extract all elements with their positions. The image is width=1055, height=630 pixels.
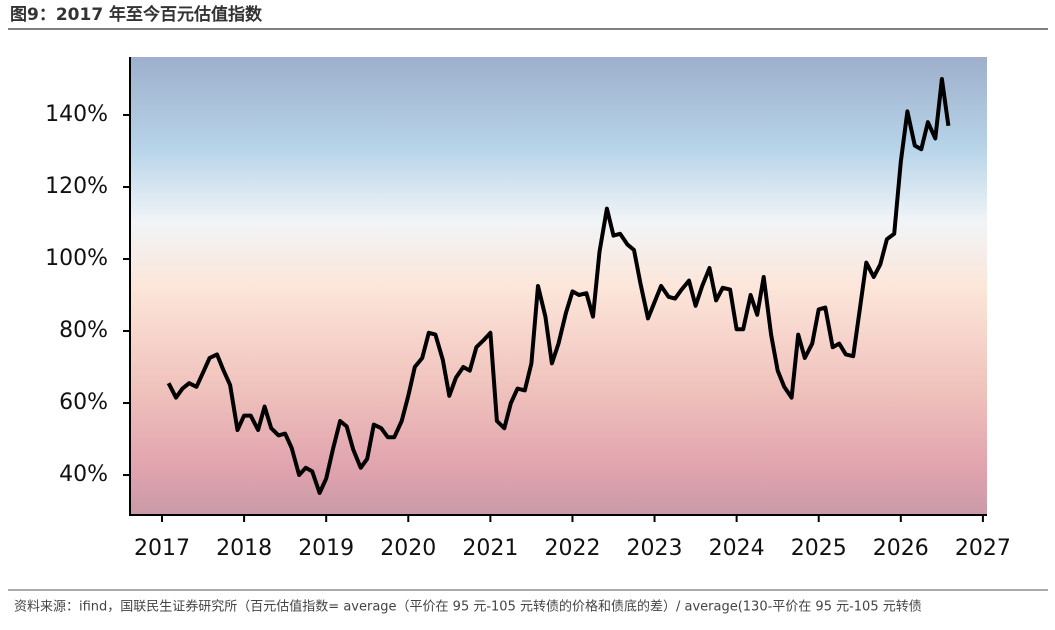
x-tick-label: 2018 xyxy=(216,536,272,561)
plot-background xyxy=(130,57,987,515)
x-tick-label: 2021 xyxy=(462,536,518,561)
y-tick-label: 60% xyxy=(59,390,108,415)
x-tick-label: 2020 xyxy=(380,536,436,561)
y-tick-label: 80% xyxy=(59,318,108,343)
source-note: 资料来源：ifind，国联民生证券研究所（百元估值指数= average（平价在… xyxy=(14,599,922,615)
x-tick-label: 2023 xyxy=(627,536,683,561)
y-tick-label: 40% xyxy=(59,462,108,487)
x-tick-label: 2026 xyxy=(873,536,929,561)
x-tick-label: 2025 xyxy=(791,536,847,561)
x-tick-label: 2022 xyxy=(544,536,600,561)
y-tick-label: 120% xyxy=(45,174,108,199)
x-tick-label: 2027 xyxy=(955,536,1011,561)
x-tick-label: 2019 xyxy=(298,536,354,561)
x-tick-label: 2017 xyxy=(134,536,190,561)
chart-title: 图9：2017 年至今百元估值指数 xyxy=(10,4,263,25)
x-tick-label: 2024 xyxy=(709,536,765,561)
y-tick-label: 100% xyxy=(45,246,108,271)
y-tick-label: 140% xyxy=(45,102,108,127)
line-series xyxy=(166,77,951,495)
